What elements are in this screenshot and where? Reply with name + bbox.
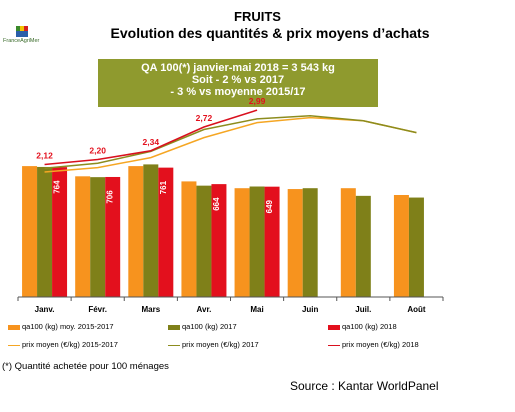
bar-avg-2015-2017 xyxy=(75,176,91,297)
bar-value-label-2018: 764 xyxy=(53,180,62,194)
x-tick-label: Juil. xyxy=(355,305,371,314)
x-tick-label: Mars xyxy=(141,305,160,314)
bar-value-label-2018: 664 xyxy=(212,197,221,211)
price-line-2018 xyxy=(44,109,258,166)
source-note: Source : Kantar WorldPanel xyxy=(290,379,439,393)
bar-2017 xyxy=(355,195,371,297)
bar-avg-2015-2017 xyxy=(287,189,303,297)
bar-value-label-2018: 706 xyxy=(106,190,115,204)
x-tick-label: Févr. xyxy=(88,305,107,314)
chart-subtitle: Evolution des quantités & prix moyens d’… xyxy=(110,25,430,41)
x-tick-label: Avr. xyxy=(197,305,212,314)
chart-title: FRUITS xyxy=(234,9,281,24)
banner-line-3: - 3 % vs moyenne 2015/17 xyxy=(170,86,306,98)
bar-avg-2015-2017 xyxy=(340,188,356,297)
bar-2017 xyxy=(196,185,212,297)
banner-line-2: Soit - 2 % vs 2017 xyxy=(191,74,285,86)
price-value-label-2018: 2,99 xyxy=(249,96,266,106)
bar-value-label-2018: 649 xyxy=(265,199,274,213)
bar-2017 xyxy=(302,188,318,297)
bar-2018 xyxy=(158,167,174,297)
price-value-label-2018: 2,20 xyxy=(89,146,106,156)
bar-2017 xyxy=(90,177,106,297)
bar-2018 xyxy=(52,167,68,297)
bar-value-label-2018: 761 xyxy=(159,180,168,194)
bar-2018 xyxy=(264,186,280,297)
x-tick-label: Juin xyxy=(302,305,319,314)
bar-2018 xyxy=(105,176,121,297)
bar-2017 xyxy=(37,166,53,297)
price-value-label-2018: 2,72 xyxy=(196,113,213,123)
bar-2017 xyxy=(408,197,424,297)
x-tick-label: Août xyxy=(407,305,426,314)
bar-avg-2015-2017 xyxy=(128,166,144,297)
price-value-label-2018: 2,12 xyxy=(36,151,53,161)
bar-2017 xyxy=(249,186,265,297)
summary-banner: QA 100(*) janvier-mai 2018 = 3 543 kg So… xyxy=(98,59,378,107)
bar-avg-2015-2017 xyxy=(22,166,38,297)
bar-2018 xyxy=(211,184,227,297)
bar-avg-2015-2017 xyxy=(181,181,197,297)
logo-icon xyxy=(16,26,28,37)
bar-avg-2015-2017 xyxy=(234,188,250,297)
banner-line-1: QA 100(*) janvier-mai 2018 = 3 543 kg xyxy=(141,62,335,74)
bar-avg-2015-2017 xyxy=(393,195,409,297)
bar-2017 xyxy=(143,164,159,297)
franceagrimer-logo: FranceAgriMer xyxy=(3,26,43,48)
price-value-label-2018: 2,34 xyxy=(143,137,160,147)
x-tick-label: Mai xyxy=(250,305,263,314)
footnote: (*) Quantité achetée pour 100 ménages xyxy=(2,361,169,372)
x-tick-label: Janv. xyxy=(35,305,55,314)
logo-text: FranceAgriMer xyxy=(3,38,40,44)
price-line-2017 xyxy=(44,114,417,169)
